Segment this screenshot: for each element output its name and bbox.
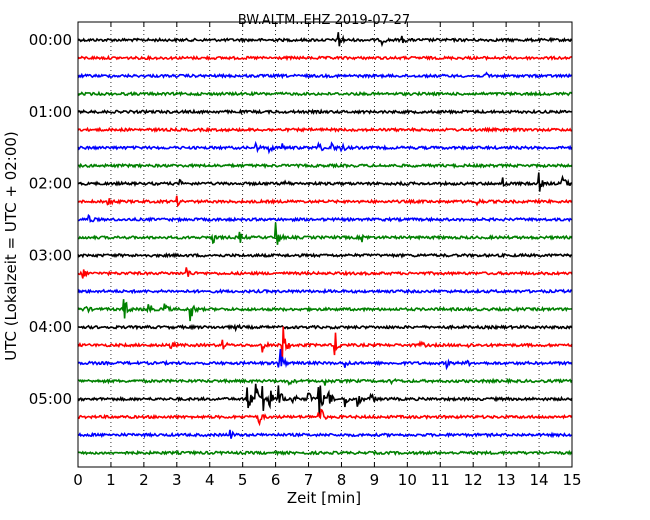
- x-tick-label: 6: [271, 471, 281, 489]
- trace-line: [77, 162, 573, 170]
- trace-line: [78, 213, 572, 223]
- axes: 0 1 2 3 4 5 6 7 8 9 10 11 12 13 14 1500:0001:0002:0003:…: [29, 22, 582, 489]
- trace-line: [77, 348, 573, 371]
- trace-line: [77, 222, 573, 245]
- trace-line: [77, 326, 573, 362]
- trace-line: [77, 32, 573, 48]
- trace-line: [77, 377, 573, 386]
- trace-line: [77, 408, 573, 427]
- trace-line: [77, 126, 573, 134]
- x-tick-label: 7: [304, 471, 314, 489]
- trace-line: [77, 140, 573, 155]
- trace-line: [77, 383, 573, 417]
- trace-line: [77, 252, 573, 259]
- trace-line: [77, 108, 573, 116]
- x-tick-label: 3: [172, 471, 182, 489]
- x-tick-label: 15: [562, 471, 581, 489]
- y-tick-label: 01:00: [29, 103, 72, 121]
- trace-line: [77, 429, 573, 439]
- x-tick-label: 5: [238, 471, 248, 489]
- x-tick-label: 10: [398, 471, 417, 489]
- x-tick-label: 13: [497, 471, 516, 489]
- trace-line: [77, 299, 573, 322]
- y-tick-label: 02:00: [29, 175, 72, 193]
- y-tick-label: 05:00: [29, 390, 72, 408]
- trace-line: [77, 90, 573, 97]
- x-tick-label: 8: [337, 471, 347, 489]
- plot-frame: [77, 21, 573, 468]
- x-tick-label: 1: [106, 471, 116, 489]
- x-tick-label: 9: [370, 471, 380, 489]
- y-axis-label: UTC (Lokalzeit = UTC + 02:00): [2, 131, 20, 361]
- trace-line: [77, 54, 572, 62]
- y-tick-label: 04:00: [29, 318, 72, 336]
- x-tick-label: 14: [530, 471, 549, 489]
- x-axis-label: Zeit [min]: [287, 489, 361, 507]
- x-tick-label: 2: [139, 471, 149, 489]
- trace-line: [77, 287, 573, 295]
- x-tick-label: 12: [464, 471, 483, 489]
- trace-line: [77, 267, 573, 279]
- trace-line: [77, 195, 573, 208]
- y-tick-label: 03:00: [29, 246, 72, 264]
- trace-line: [77, 172, 573, 192]
- trace-line: [77, 323, 573, 333]
- trace-area: [77, 32, 573, 457]
- x-tick-label: 0: [73, 471, 83, 489]
- chart-title: BW.ALTM..EHZ 2019-07-27: [238, 13, 410, 28]
- x-tick-label: 11: [431, 471, 450, 489]
- y-tick-label: 00:00: [29, 31, 72, 49]
- trace-line: [77, 71, 573, 80]
- trace-line: [77, 449, 573, 457]
- x-tick-label: 4: [205, 471, 215, 489]
